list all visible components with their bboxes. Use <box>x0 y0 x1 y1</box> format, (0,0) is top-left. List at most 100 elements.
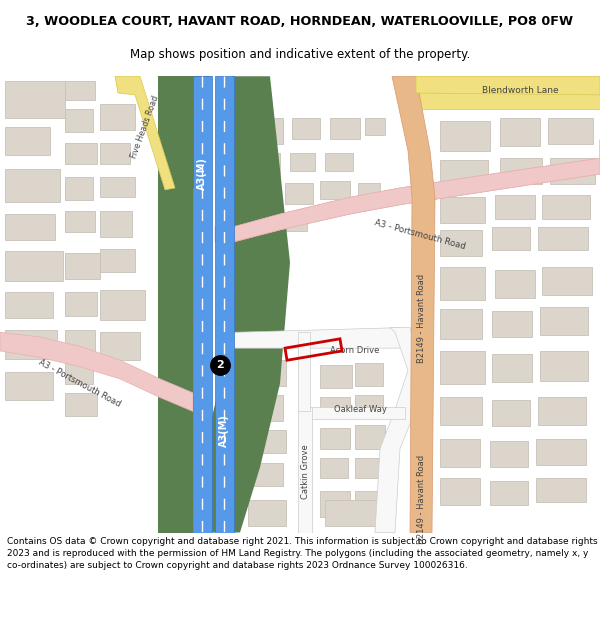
Bar <box>440 479 480 504</box>
Bar <box>248 500 286 526</box>
Text: B2149 - Havant Road: B2149 - Havant Road <box>416 274 425 363</box>
Bar <box>65 253 100 279</box>
Bar <box>5 214 55 240</box>
Text: Catkin Grove: Catkin Grove <box>301 444 310 499</box>
Bar <box>325 152 353 171</box>
Bar <box>5 372 53 400</box>
Bar <box>440 439 480 468</box>
Bar <box>495 270 535 298</box>
Bar <box>248 360 286 386</box>
Bar <box>550 158 595 184</box>
Polygon shape <box>163 188 193 532</box>
Bar <box>538 398 586 426</box>
Polygon shape <box>392 76 435 532</box>
Text: A3(M): A3(M) <box>219 414 229 446</box>
Bar <box>325 500 380 526</box>
Bar <box>100 143 130 164</box>
Bar <box>355 458 383 479</box>
Bar <box>65 363 93 384</box>
Bar <box>492 227 530 251</box>
Polygon shape <box>192 76 210 188</box>
Bar <box>248 216 276 232</box>
Text: Acorn Drive: Acorn Drive <box>331 346 380 356</box>
Polygon shape <box>298 332 310 411</box>
Bar <box>100 249 135 272</box>
Polygon shape <box>158 76 192 532</box>
Bar <box>330 118 360 139</box>
Bar <box>440 351 485 384</box>
Bar <box>5 127 50 156</box>
Bar <box>358 183 380 200</box>
Bar <box>65 177 93 200</box>
Bar <box>5 329 57 359</box>
Bar <box>100 291 145 320</box>
Bar <box>440 309 482 339</box>
Bar <box>320 398 350 418</box>
Bar <box>440 398 482 426</box>
Bar <box>65 143 97 164</box>
Bar <box>540 351 588 381</box>
Polygon shape <box>200 76 290 532</box>
Bar <box>490 481 528 504</box>
Bar <box>5 169 60 202</box>
Bar <box>65 329 95 352</box>
Text: 3, WOODLEA COURT, HAVANT ROAD, HORNDEAN, WATERLOOVILLE, PO8 0FW: 3, WOODLEA COURT, HAVANT ROAD, HORNDEAN,… <box>26 15 574 28</box>
Text: Contains OS data © Crown copyright and database right 2021. This information is : Contains OS data © Crown copyright and d… <box>7 537 598 570</box>
Text: Oakleaf Way: Oakleaf Way <box>334 405 386 414</box>
Polygon shape <box>310 407 405 419</box>
Polygon shape <box>0 332 193 411</box>
Polygon shape <box>215 139 600 242</box>
Polygon shape <box>115 76 175 190</box>
Bar <box>492 400 530 426</box>
Bar <box>248 152 280 176</box>
Bar <box>320 181 350 199</box>
Bar <box>320 458 348 479</box>
Bar <box>492 354 532 382</box>
Bar <box>440 160 488 188</box>
Bar <box>440 198 485 223</box>
Bar <box>355 491 383 517</box>
Bar <box>100 332 140 360</box>
Bar <box>248 186 278 207</box>
Text: A3 - Portsmouth Road: A3 - Portsmouth Road <box>37 358 122 409</box>
Bar <box>440 267 485 300</box>
Bar <box>548 118 593 144</box>
Polygon shape <box>232 158 600 242</box>
Bar <box>282 214 307 231</box>
Bar <box>365 118 385 135</box>
Text: A3(M): A3(M) <box>197 158 207 191</box>
Bar <box>540 307 588 335</box>
Bar <box>355 426 385 449</box>
Polygon shape <box>193 76 212 532</box>
Text: Map shows position and indicative extent of the property.: Map shows position and indicative extent… <box>130 48 470 61</box>
Bar <box>290 152 315 171</box>
Bar <box>100 177 135 198</box>
Bar <box>100 104 135 130</box>
Bar <box>248 430 286 453</box>
Bar <box>100 211 132 238</box>
Bar <box>536 439 586 466</box>
Bar <box>65 109 93 132</box>
Text: Blendworth Lane: Blendworth Lane <box>482 86 559 95</box>
Bar <box>538 227 588 251</box>
Bar <box>355 395 383 415</box>
Bar <box>5 81 65 118</box>
Polygon shape <box>234 328 410 348</box>
Bar <box>542 267 592 295</box>
Text: B2149 - Havant Road: B2149 - Havant Road <box>416 456 425 544</box>
Bar <box>248 118 283 144</box>
Polygon shape <box>215 76 234 532</box>
Text: 2: 2 <box>216 360 224 370</box>
Polygon shape <box>375 328 425 532</box>
Bar <box>440 230 482 256</box>
Polygon shape <box>416 76 600 109</box>
Bar <box>5 251 63 281</box>
Bar <box>500 158 542 184</box>
Bar <box>5 292 53 318</box>
Bar <box>292 118 320 139</box>
Bar <box>248 395 283 421</box>
Bar <box>440 121 490 151</box>
Bar <box>320 491 350 517</box>
Text: A3 - Portsmouth Road: A3 - Portsmouth Road <box>373 218 467 251</box>
Bar <box>65 393 97 416</box>
